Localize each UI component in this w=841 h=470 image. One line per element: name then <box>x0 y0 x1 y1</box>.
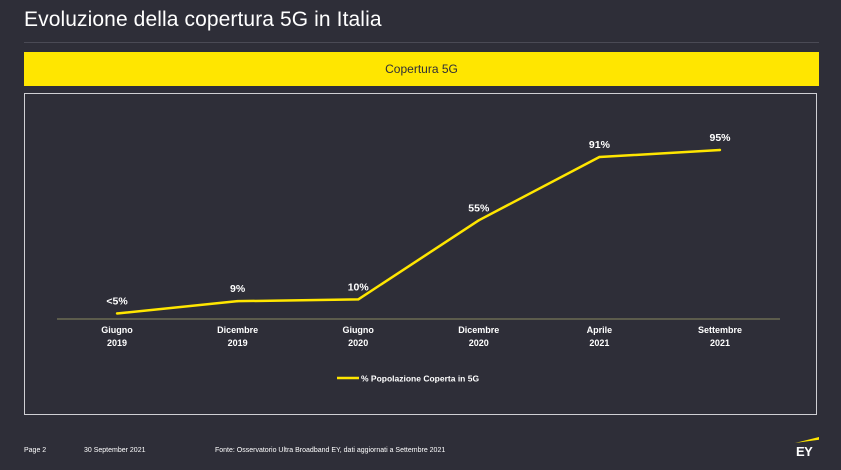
legend-label: % Popolazione Coperta in 5G <box>361 374 479 384</box>
slide-title: Evoluzione della copertura 5G in Italia <box>24 8 382 31</box>
section-banner: Copertura 5G <box>24 52 819 86</box>
x-tick-label: Aprile <box>587 325 613 335</box>
logo-beam-icon <box>795 437 819 443</box>
footer-source: Fonte: Osservatorio Ultra Broadband EY, … <box>215 447 446 454</box>
data-point <box>718 148 722 152</box>
footer-page: Page 2 <box>24 447 47 454</box>
x-tick-label: 2019 <box>228 338 248 348</box>
coverage-line-chart: <5% 9% 10% 55% 91% 95% Giugno 2019 Dicembre 2019 G… <box>57 132 780 384</box>
data-label: 10% <box>348 281 370 293</box>
data-label: 95% <box>709 132 731 144</box>
data-point <box>357 298 360 301</box>
footer-date: 30 September 2021 <box>84 447 146 454</box>
x-tick-label: 2020 <box>348 338 368 348</box>
banner-label: Copertura 5G <box>385 62 458 76</box>
x-tick-label: 2020 <box>469 338 489 348</box>
x-tick-label: Dicembre <box>217 325 258 335</box>
chart-frame: <5% 9% 10% 55% 91% 95% Giugno 2019 Dicembre 2019 G… <box>24 93 817 415</box>
data-point <box>598 155 601 159</box>
data-point <box>477 219 480 222</box>
x-tick-label: 2019 <box>107 338 127 348</box>
ey-logo: EY <box>795 437 819 461</box>
data-point <box>236 299 239 303</box>
x-tick-label: 2021 <box>710 338 730 348</box>
series-line <box>116 148 721 315</box>
x-tick-label: 2021 <box>589 338 609 348</box>
x-tick-label: Settembre <box>698 325 742 335</box>
data-label: 55% <box>468 202 490 214</box>
data-label: <5% <box>106 295 128 307</box>
x-tick-label: Giugno <box>342 325 374 335</box>
title-divider <box>24 42 819 43</box>
data-label: 9% <box>230 283 246 295</box>
logo-text: EY <box>796 444 813 459</box>
x-tick-label: Dicembre <box>458 325 499 335</box>
x-tick-label: Giugno <box>101 325 133 335</box>
data-label: 91% <box>589 139 611 151</box>
data-point <box>115 312 119 315</box>
